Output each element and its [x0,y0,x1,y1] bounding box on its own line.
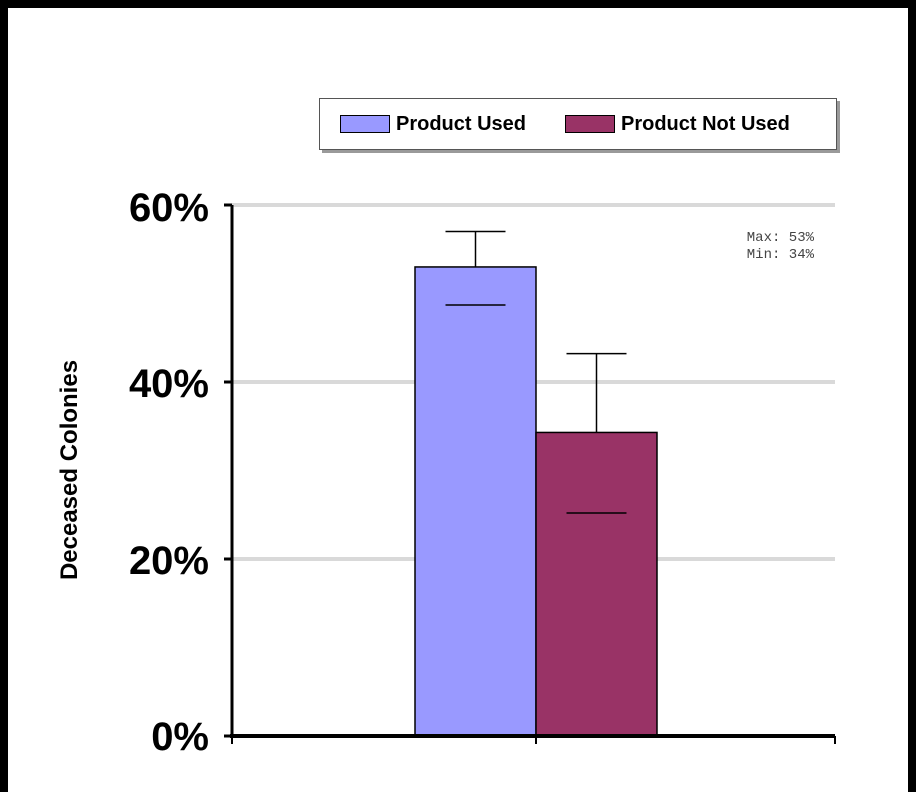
annotation-min: Min: 34% [746,247,814,263]
y-tick-label-0: 0% [151,715,209,759]
legend-label-product-used: Product Used [396,112,527,135]
y-tick-label-40: 40% [128,362,209,406]
legend-swatch-product-not-used [565,115,615,133]
legend-entry-product-not-used: Product Not Used [565,112,790,136]
legend-label-product-not-used: Product Not Used [621,112,790,135]
annotation-max: Max: 53% [746,230,814,246]
bar-product-not-used [535,431,658,737]
bar-product-used [414,266,537,737]
y-tick-label-20: 20% [128,539,209,583]
legend-swatch-product-used [340,115,390,133]
legend-entry-product-used: Product Used [340,112,526,136]
y-tick-label-60: 60% [128,186,209,230]
chart-legend: Product Used Product Not Used [319,98,837,150]
y-axis-title: Deceased Colonies [56,359,83,581]
